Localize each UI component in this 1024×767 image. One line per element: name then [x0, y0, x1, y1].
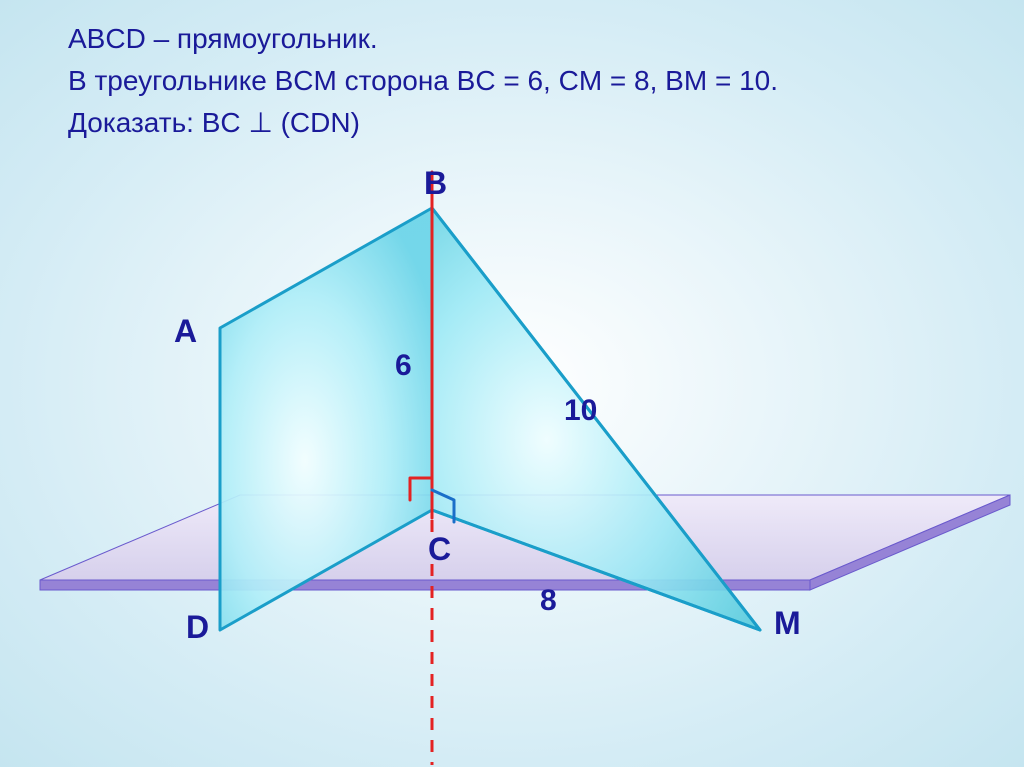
label-len-10: 10	[564, 394, 597, 427]
label-b: B	[424, 165, 447, 201]
label-c: C	[428, 531, 451, 567]
label-a: A	[174, 313, 197, 349]
label-len-6: 6	[395, 349, 412, 382]
label-m: M	[774, 605, 801, 641]
label-len-8: 8	[540, 584, 557, 617]
geometry-diagram: B A C D M 6 10 8	[0, 0, 1024, 767]
label-d: D	[186, 609, 209, 645]
